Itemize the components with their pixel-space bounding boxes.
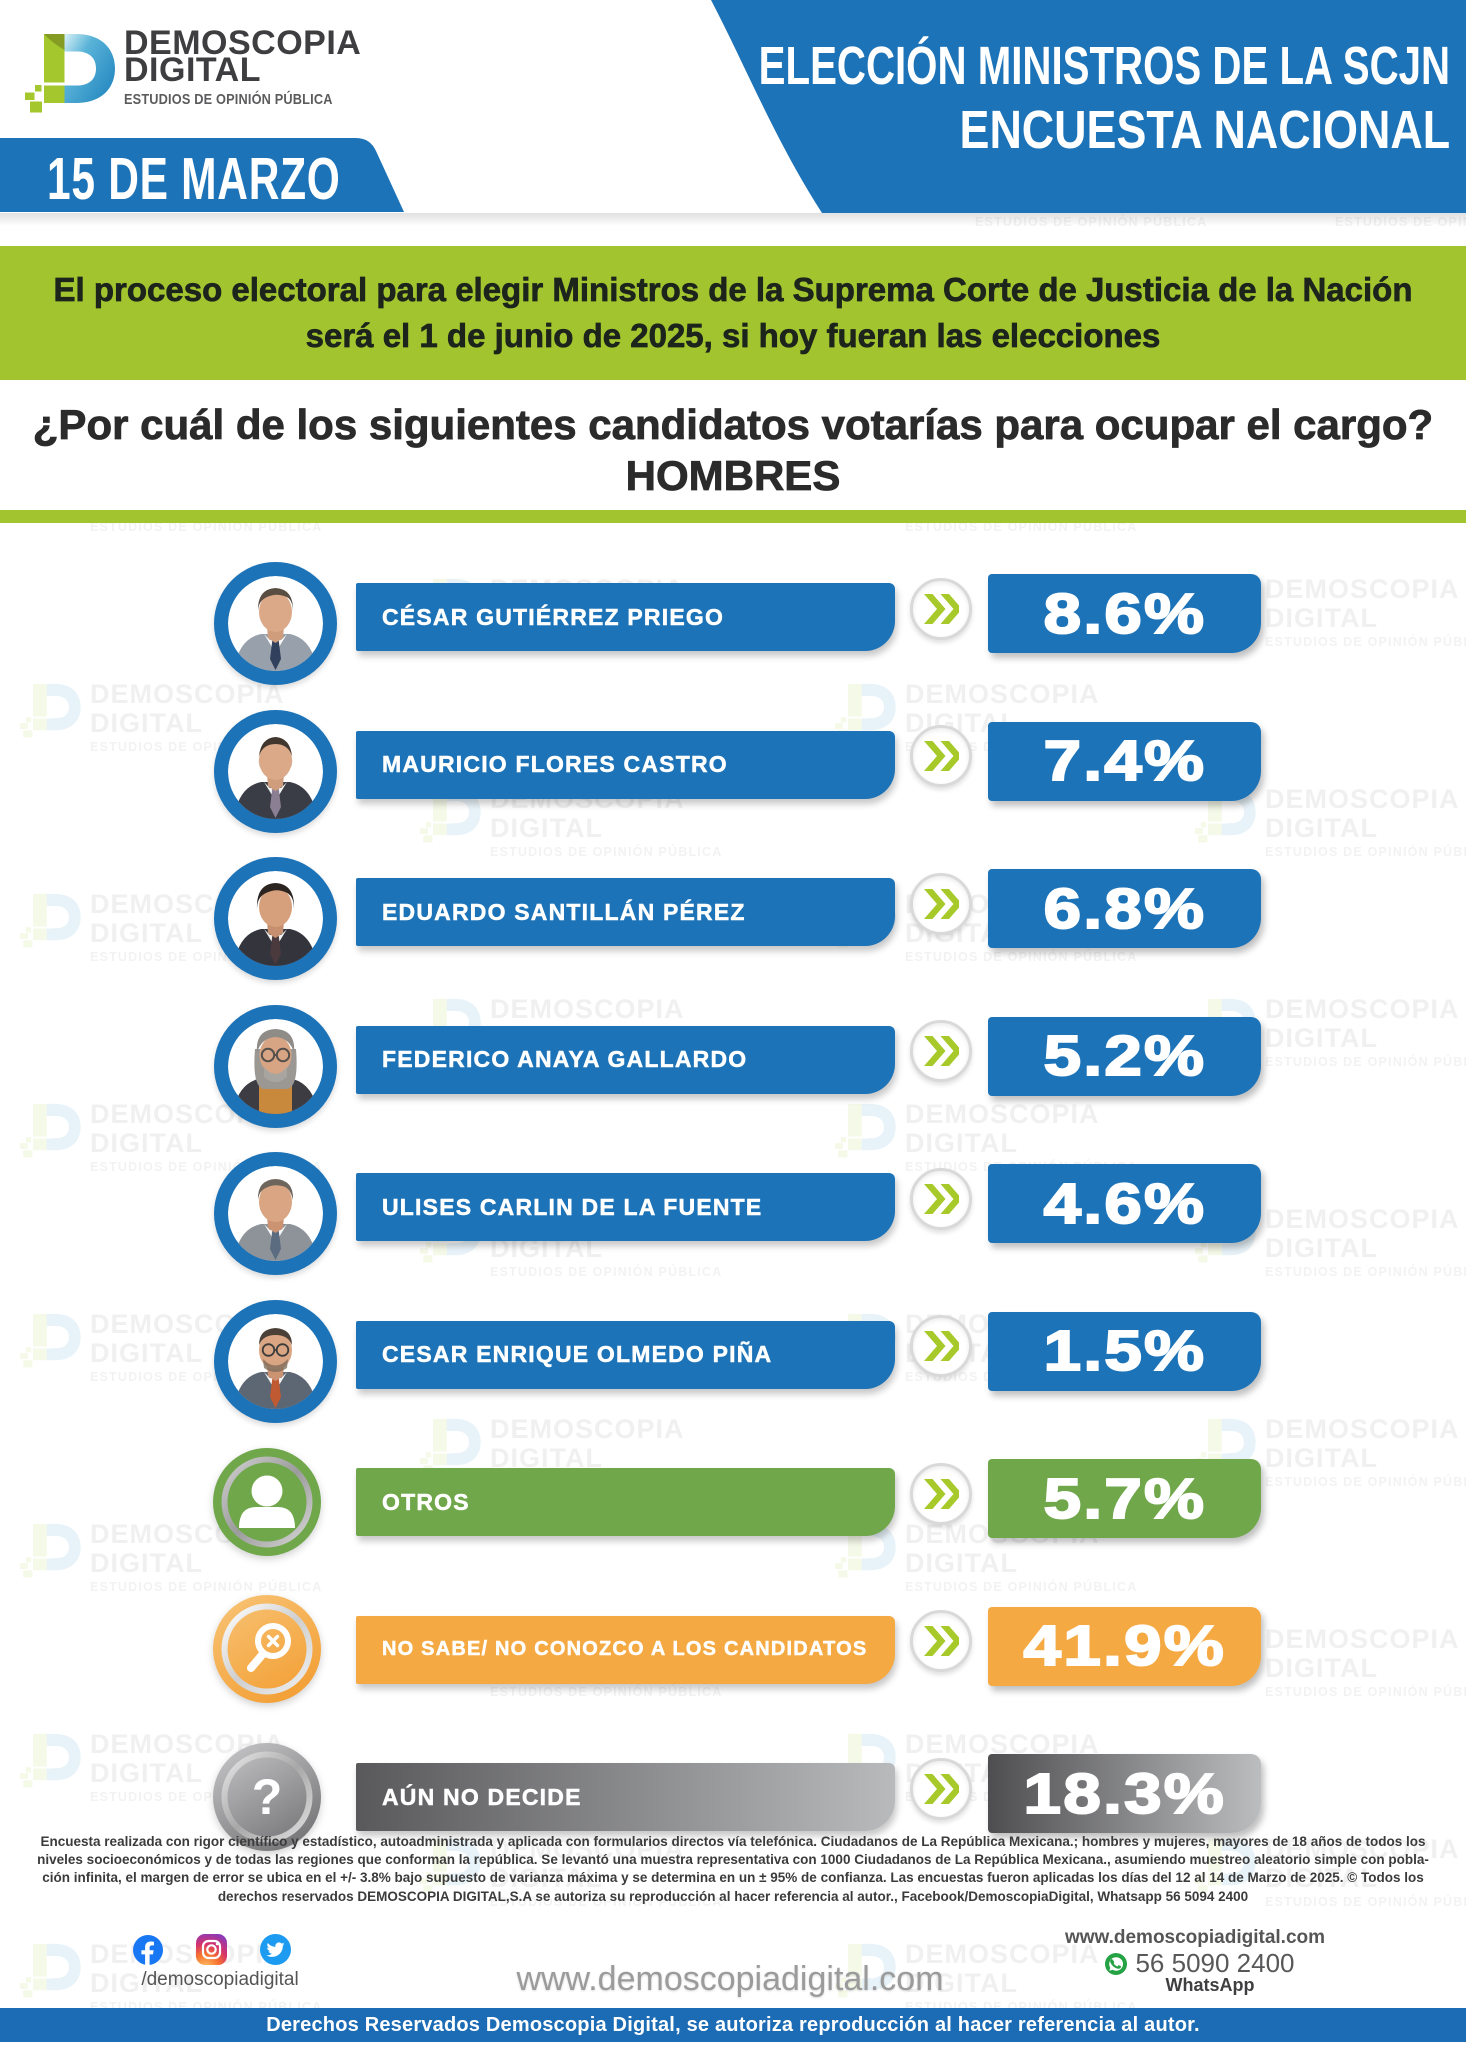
svg-text:?: ? (252, 1769, 283, 1825)
